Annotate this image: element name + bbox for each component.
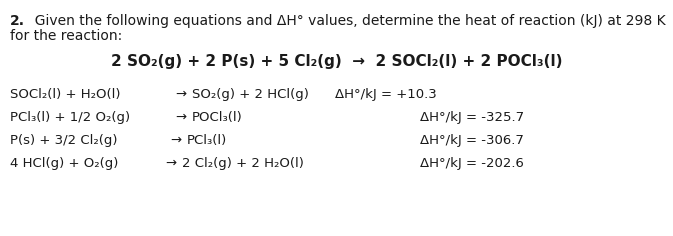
Text: ΔH°/kJ = -325.7: ΔH°/kJ = -325.7 (420, 111, 524, 124)
Text: ΔH°/kJ = -202.6: ΔH°/kJ = -202.6 (420, 157, 524, 170)
Text: →: → (165, 157, 176, 170)
Text: PCl₃(l) + 1/2 O₂(g): PCl₃(l) + 1/2 O₂(g) (10, 111, 130, 124)
Text: SOCl₂(l) + H₂O(l): SOCl₂(l) + H₂O(l) (10, 88, 120, 101)
Text: POCl₃(l): POCl₃(l) (192, 111, 243, 124)
Text: ΔH°/kJ = -306.7: ΔH°/kJ = -306.7 (420, 134, 524, 147)
Text: →: → (170, 134, 181, 147)
Text: 2.: 2. (10, 14, 25, 28)
Text: →: → (175, 88, 186, 101)
Text: 2 SO₂(g) + 2 P(s) + 5 Cl₂(g)  →  2 SOCl₂(l) + 2 POCl₃(l): 2 SO₂(g) + 2 P(s) + 5 Cl₂(g) → 2 SOCl₂(l… (111, 54, 562, 69)
Text: 4 HCl(g) + O₂(g): 4 HCl(g) + O₂(g) (10, 157, 118, 170)
Text: PCl₃(l): PCl₃(l) (187, 134, 227, 147)
Text: →: → (175, 111, 186, 124)
Text: Given the following equations and ΔH° values, determine the heat of reaction (kJ: Given the following equations and ΔH° va… (26, 14, 666, 28)
Text: 2 Cl₂(g) + 2 H₂O(l): 2 Cl₂(g) + 2 H₂O(l) (182, 157, 304, 170)
Text: P(s) + 3/2 Cl₂(g): P(s) + 3/2 Cl₂(g) (10, 134, 118, 147)
Text: SO₂(g) + 2 HCl(g): SO₂(g) + 2 HCl(g) (192, 88, 309, 101)
Text: for the reaction:: for the reaction: (10, 29, 122, 43)
Text: ΔH°/kJ = +10.3: ΔH°/kJ = +10.3 (335, 88, 437, 101)
